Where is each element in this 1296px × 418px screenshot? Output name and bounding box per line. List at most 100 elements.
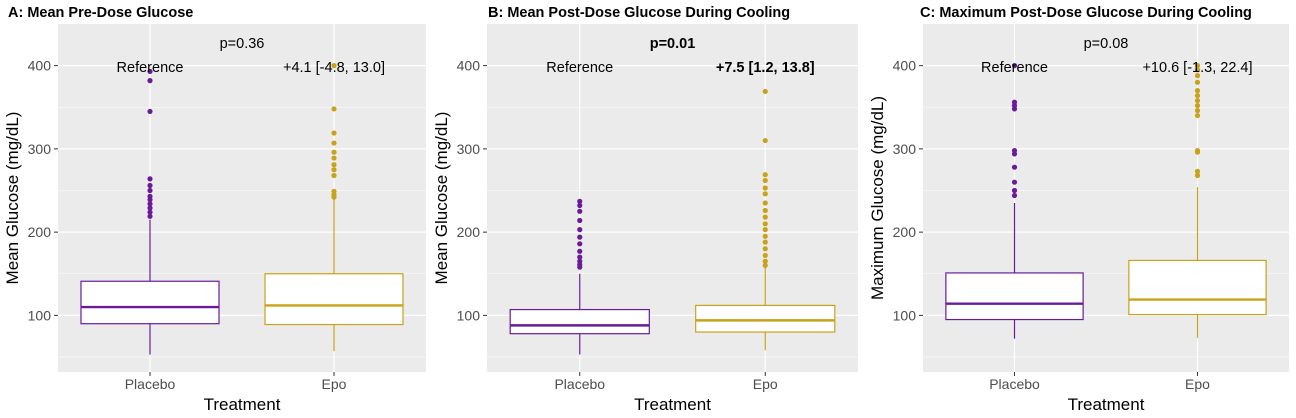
outlier-point	[331, 149, 337, 155]
outlier-point	[762, 214, 768, 220]
outlier-point	[1194, 107, 1201, 114]
outlier-point	[577, 234, 583, 240]
outlier-point	[1194, 102, 1201, 109]
box	[695, 304, 836, 333]
p-value-label: p=0.36	[220, 36, 265, 52]
outlier-point	[762, 246, 768, 252]
y-tick-label: 100	[893, 307, 917, 323]
outlier-point	[1194, 149, 1201, 155]
effect-label: +10.6 [-1.3, 22.4]	[1142, 60, 1252, 76]
outlier-point	[762, 177, 768, 184]
outlier-point	[762, 262, 768, 269]
outlier-point	[762, 207, 768, 214]
y-tick-label: 400	[28, 58, 52, 74]
outlier-point	[1011, 106, 1018, 112]
outlier-point	[147, 182, 153, 189]
outlier-point	[1011, 179, 1018, 185]
y-tick-label: 200	[457, 224, 481, 240]
outlier-point	[147, 201, 153, 207]
y-tick-label: 100	[457, 307, 481, 323]
outlier-point	[762, 227, 768, 233]
x-tick-label: Placebo	[989, 376, 1040, 392]
outlier-point	[577, 198, 583, 204]
y-tick-label: 300	[457, 141, 481, 157]
outlier-point	[147, 187, 153, 194]
outlier-point	[762, 88, 768, 95]
outlier-point	[1194, 112, 1201, 119]
x-axis-title: Treatment	[204, 395, 281, 414]
y-tick-label: 200	[893, 224, 917, 240]
outlier-point	[331, 167, 337, 173]
outlier-point	[147, 108, 153, 115]
outlier-point	[147, 213, 153, 219]
outlier-point	[331, 130, 337, 136]
outlier-point	[762, 239, 768, 245]
y-tick-label: 400	[893, 58, 917, 74]
outlier-point	[577, 227, 583, 233]
outlier-point	[577, 254, 583, 260]
y-tick-label: 200	[28, 224, 52, 240]
panel-title: C: Maximum Post-Dose Glucose During Cool…	[920, 5, 1252, 21]
y-tick-label: 400	[457, 58, 481, 74]
box	[80, 280, 220, 325]
outlier-point	[1194, 73, 1201, 79]
y-tick-label: 300	[28, 141, 52, 157]
outlier-point	[1194, 97, 1201, 104]
outlier-point	[577, 248, 583, 254]
x-tick-label: Epo	[1185, 376, 1210, 392]
x-axis-title: Treatment	[634, 395, 711, 414]
outlier-point	[147, 78, 153, 84]
outlier-point	[762, 200, 768, 206]
outlier-point	[331, 106, 337, 112]
y-tick-label: 100	[28, 307, 52, 323]
panel-title: A: Mean Pre-Dose Glucose	[8, 5, 193, 21]
outlier-point	[1011, 164, 1018, 170]
outlier-point	[331, 155, 337, 161]
box	[509, 308, 650, 335]
outlier-point	[1011, 187, 1018, 194]
outlier-point	[331, 162, 337, 168]
outlier-point	[762, 137, 768, 144]
outlier-point	[762, 252, 768, 259]
outlier-point	[762, 233, 768, 239]
y-axis-title: Maximum Glucose (mg/dL)	[868, 96, 887, 300]
outlier-point	[577, 241, 583, 247]
outlier-point	[762, 221, 768, 227]
outlier-point	[147, 68, 153, 75]
outlier-point	[1194, 92, 1201, 99]
effect-label: +7.5 [1.2, 13.8]	[716, 60, 815, 76]
x-tick-label: Epo	[322, 376, 347, 392]
outlier-point	[577, 264, 583, 270]
y-axis-title: Mean Glucose (mg/dL)	[432, 112, 451, 285]
x-tick-label: Placebo	[125, 376, 176, 392]
outlier-point	[1194, 63, 1201, 69]
y-tick-label: 300	[893, 141, 917, 157]
outlier-point	[762, 191, 768, 197]
outlier-point	[577, 208, 583, 214]
box	[1128, 259, 1267, 316]
box	[264, 273, 404, 326]
p-value-label: p=0.08	[1084, 36, 1129, 52]
p-value-label: p=0.01	[650, 36, 696, 52]
outlier-point	[147, 205, 153, 211]
outlier-point	[1011, 151, 1018, 157]
outlier-point	[1194, 79, 1201, 85]
box	[945, 272, 1084, 321]
outlier-point	[1011, 192, 1018, 199]
outlier-point	[147, 176, 153, 182]
outlier-point	[762, 172, 768, 178]
reference-label: Reference	[117, 60, 184, 76]
outlier-point	[147, 197, 153, 203]
reference-label: Reference	[981, 60, 1048, 76]
outlier-point	[577, 217, 583, 224]
outlier-point	[1011, 63, 1018, 69]
x-tick-label: Placebo	[554, 376, 605, 392]
effect-label: +4.1 [-4.8, 13.0]	[283, 60, 385, 76]
outlier-point	[1194, 168, 1201, 174]
outlier-point	[1194, 88, 1201, 94]
outlier-point	[331, 172, 337, 179]
outlier-point	[147, 209, 153, 215]
outlier-point	[331, 140, 337, 146]
outlier-point	[331, 63, 337, 69]
x-tick-label: Epo	[753, 376, 778, 392]
